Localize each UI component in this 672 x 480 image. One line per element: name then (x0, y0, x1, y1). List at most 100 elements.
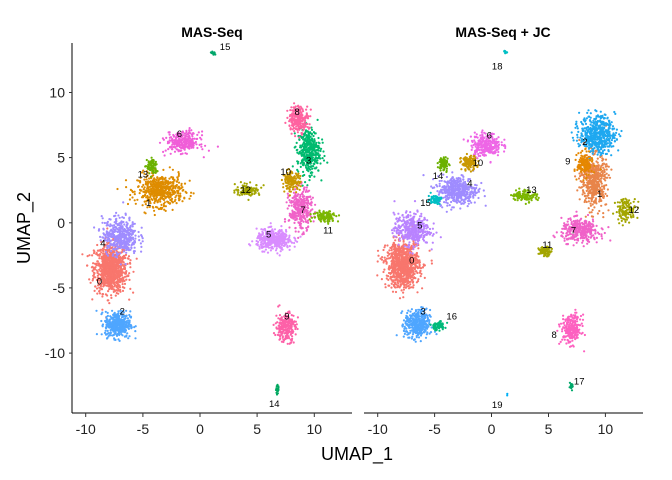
cell-point (180, 182, 183, 185)
cell-point (133, 251, 136, 255)
cell-point (138, 239, 141, 242)
cell-point (109, 329, 112, 332)
cell-point (142, 188, 145, 191)
cell-point (181, 186, 184, 189)
cell-point (286, 184, 289, 187)
cell-point (147, 188, 150, 191)
cell-point (116, 187, 119, 191)
cell-point (289, 109, 292, 112)
cell-point (300, 126, 304, 129)
cell-point (161, 176, 164, 179)
cell-point (145, 170, 148, 173)
cell-point (299, 180, 302, 183)
cell-point (298, 136, 301, 139)
cell-point (128, 335, 131, 338)
cell-point (106, 336, 109, 340)
cell-point (400, 289, 403, 292)
cell-point (111, 278, 114, 281)
cell-point (201, 130, 204, 133)
cell-point (307, 136, 310, 139)
cell-point (300, 161, 303, 164)
cell-point (162, 150, 165, 153)
cell-point (122, 330, 125, 333)
cell-point (122, 261, 125, 264)
cell-point (162, 183, 165, 186)
cell-point (305, 112, 308, 115)
cell-point (310, 148, 313, 151)
cell-point (288, 245, 291, 248)
cell-point (105, 317, 108, 320)
cell-point (416, 291, 419, 294)
cell-point (131, 196, 134, 199)
cell-point (278, 328, 281, 331)
cell-point (135, 257, 138, 260)
cell-point (191, 137, 194, 140)
cell-point (113, 251, 116, 254)
cell-point (303, 142, 306, 145)
cell-point (128, 217, 131, 220)
cell-point (171, 143, 174, 146)
cell-point (309, 115, 312, 118)
cell-point (286, 192, 289, 195)
cell-point (233, 189, 236, 192)
cell-point (165, 136, 168, 139)
cell-point (92, 249, 95, 252)
cell-point (314, 212, 317, 215)
cell-point (113, 288, 116, 291)
cell-point (307, 115, 310, 118)
cell-point (123, 233, 126, 236)
cell-point (119, 263, 122, 266)
cell-point (121, 286, 124, 289)
cell-point (151, 185, 154, 188)
cell-point (200, 134, 204, 137)
cell-point (288, 342, 291, 345)
cell-point (99, 278, 102, 281)
cell-point (119, 324, 122, 327)
cell-point (188, 145, 191, 148)
cell-point (314, 145, 317, 148)
cell-point (114, 247, 117, 250)
cell-point (294, 230, 297, 233)
cell-point (125, 251, 128, 254)
cell-point (134, 234, 137, 237)
cell-point (161, 181, 164, 184)
cell-point (108, 288, 111, 291)
cell-point (307, 143, 310, 146)
cell-point (251, 192, 254, 195)
cell-point (258, 245, 261, 248)
cell-point (125, 221, 128, 224)
cell-point (307, 195, 310, 199)
cell-point (302, 163, 305, 166)
cell-point (111, 286, 114, 289)
cell-point (202, 156, 205, 159)
cell-point (191, 142, 194, 146)
cell-point (118, 289, 121, 292)
cell-point (276, 327, 279, 330)
cell-point (103, 221, 106, 225)
cell-point (273, 228, 277, 231)
cell-point (156, 176, 159, 180)
cell-point (156, 170, 159, 173)
cell-point (279, 250, 282, 253)
cell-point (113, 234, 116, 237)
cell-point (133, 326, 136, 329)
cell-point (122, 254, 126, 257)
cell-point (310, 216, 314, 219)
cell-point (121, 241, 124, 244)
cell-point (89, 281, 92, 284)
cell-point (115, 284, 118, 287)
cell-point (277, 305, 280, 308)
cell-point (121, 289, 125, 292)
cell-point (290, 204, 293, 207)
cell-point (121, 314, 124, 317)
cell-point (196, 146, 199, 150)
cell-point (307, 207, 310, 210)
cell-point (308, 189, 311, 192)
cell-point (122, 228, 125, 231)
cell-point (155, 194, 158, 197)
cell-point (181, 146, 184, 149)
cell-point (150, 183, 153, 186)
cell-point (269, 249, 272, 252)
cell-point (421, 287, 424, 290)
cell-point (266, 251, 270, 254)
